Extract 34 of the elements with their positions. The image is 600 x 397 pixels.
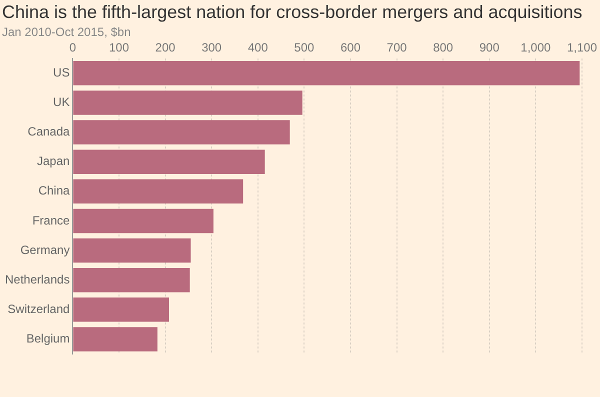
y-tick-label: France [32, 213, 70, 228]
x-tick-label: 1,100 [566, 40, 598, 55]
x-tick-label: 400 [248, 40, 268, 55]
bar [73, 208, 214, 234]
x-tick-label: 600 [340, 40, 361, 55]
x-tick-label: 100 [108, 40, 130, 55]
y-tick-label: Germany [20, 242, 70, 257]
y-tick-label: US [53, 65, 70, 80]
x-tick-label: 700 [386, 40, 408, 55]
chart-subtitle: Jan 2010-Oct 2015, $bn [2, 25, 131, 39]
bar [73, 61, 580, 86]
y-tick-label: UK [53, 95, 70, 110]
x-tick-label: 800 [433, 40, 454, 55]
bar [73, 327, 158, 352]
y-tick-label: China [38, 184, 70, 198]
x-tick-label: 900 [479, 40, 500, 55]
y-tick-label: Switzerland [8, 302, 70, 316]
bar [73, 268, 190, 292]
y-tick-label: Japan [37, 154, 70, 168]
x-tick-label: 200 [155, 40, 176, 55]
bar [73, 238, 191, 263]
y-tick-label: Canada [28, 124, 70, 139]
x-tick-label: 300 [202, 40, 222, 55]
chart-title: China is the fifth-largest nation for cross-border mergers and acquisitions [2, 2, 582, 23]
y-tick-label: Belgium [26, 332, 70, 346]
x-tick-label: 500 [294, 40, 315, 55]
x-tick-label: 1,000 [520, 40, 552, 55]
bar [73, 298, 170, 322]
y-tick-label: Netherlands [4, 272, 70, 286]
bar [73, 120, 290, 144]
bar [73, 150, 265, 174]
x-tick-label: 0 [69, 40, 76, 55]
bar [73, 179, 244, 204]
bar [73, 90, 302, 115]
